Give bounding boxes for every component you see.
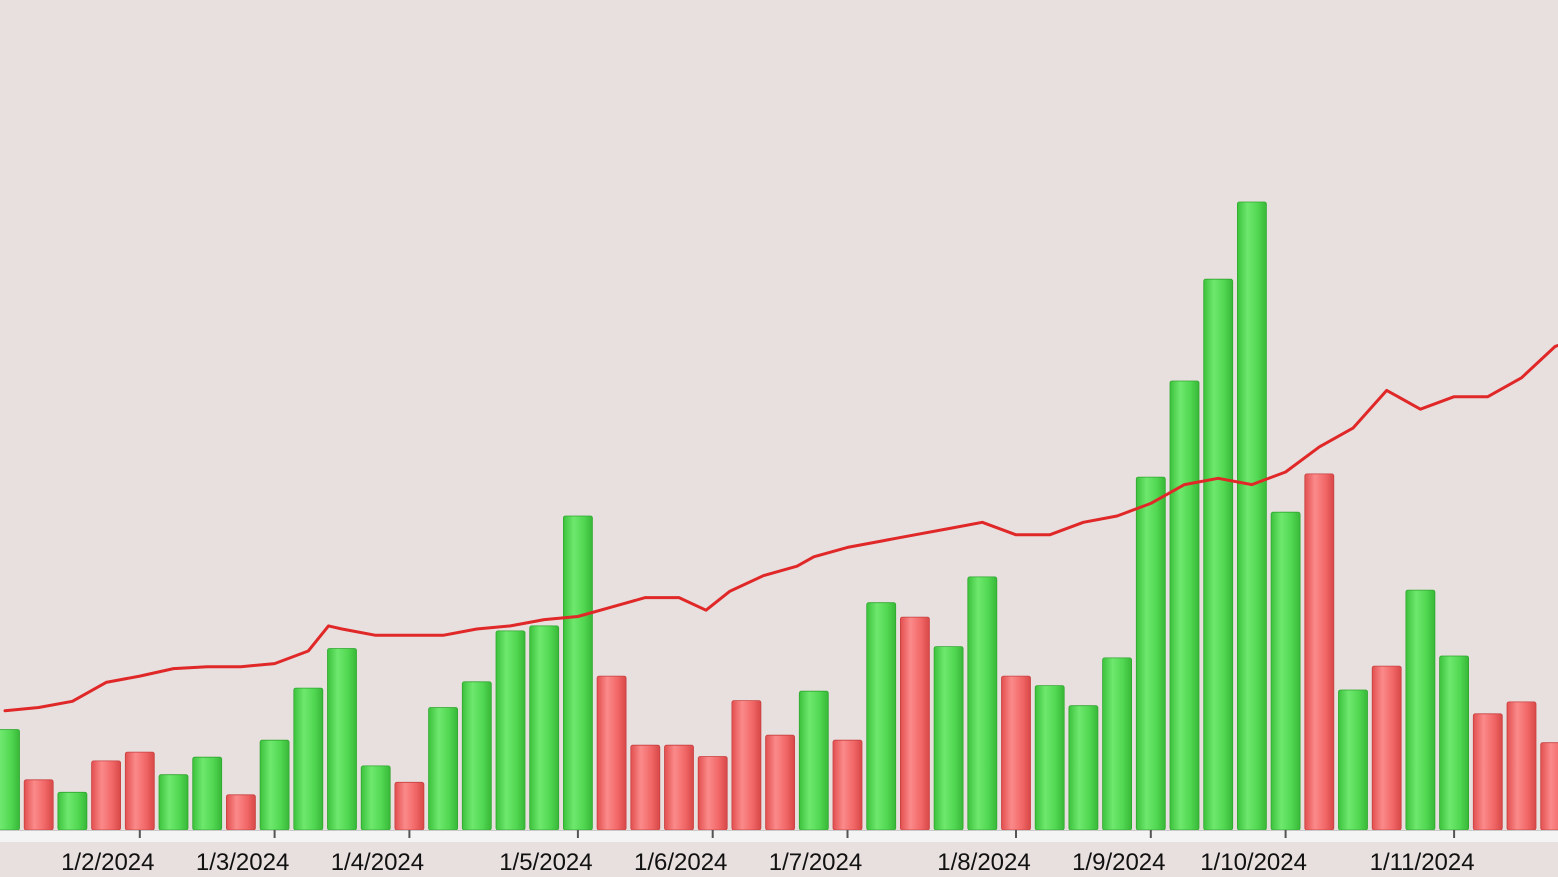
volume-bar-up — [1102, 657, 1132, 831]
volume-bar-down — [832, 739, 863, 831]
volume-bar-down — [23, 779, 54, 831]
volume-bar-up — [360, 765, 391, 831]
volume-bar-down — [1371, 665, 1402, 831]
price-line — [3, 343, 1558, 713]
volume-bar-up — [1237, 201, 1267, 831]
x-tick-label: 1/9/2024 — [1072, 849, 1165, 876]
volume-bar-up — [1034, 685, 1065, 831]
volume-bar-down — [225, 794, 256, 831]
volume-bar-down — [596, 675, 627, 831]
volume-bar-up — [293, 687, 324, 831]
volume-bar-up — [1439, 655, 1469, 831]
x-axis-baseline — [0, 830, 1558, 842]
volume-bar-down — [1540, 742, 1558, 831]
volume-bar-down — [731, 700, 762, 831]
x-tick-label: 1/2/2024 — [61, 849, 154, 876]
volume-bar-up — [192, 756, 223, 831]
volume-bar-down — [1472, 713, 1503, 831]
volume-bar-up — [798, 690, 829, 831]
x-axis — [0, 830, 1558, 842]
volume-bar-up — [1338, 689, 1368, 831]
x-tick-label: 1/11/2024 — [1370, 849, 1475, 876]
x-tick-label: 1/7/2024 — [769, 849, 862, 876]
x-tick-label: 1/3/2024 — [196, 849, 289, 876]
volume-bar-up — [327, 648, 357, 831]
volume-bar-up — [563, 515, 593, 831]
volume-bar-up — [967, 576, 998, 831]
volume-bar-up — [259, 739, 290, 831]
volume-bar-down — [1001, 675, 1031, 831]
volume-bar-up — [1169, 380, 1200, 831]
volume-bar-down — [1506, 701, 1537, 831]
volume-bar-up — [933, 646, 964, 831]
price-line-layer — [3, 343, 1558, 713]
x-tick-label: 1/5/2024 — [499, 849, 592, 876]
volume-bar-down — [394, 781, 425, 831]
x-tick-label: 1/10/2024 — [1200, 849, 1307, 876]
volume-bar-down — [900, 616, 930, 831]
volume-bar-down — [124, 751, 155, 831]
bars-layer — [0, 201, 1558, 831]
volume-bar-down — [765, 734, 795, 831]
volume-bar-up — [57, 791, 88, 831]
x-tick-label: 1/6/2024 — [634, 849, 727, 876]
volume-bar-down — [664, 744, 694, 831]
volume-bar-up — [1203, 278, 1234, 831]
volume-bar-up — [1135, 476, 1166, 831]
volume-bar-up — [428, 707, 459, 831]
x-tick-label: 1/4/2024 — [331, 849, 424, 876]
volume-bar-up — [461, 681, 492, 831]
x-axis-ticks: 1/2/2024 1/3/2024 1/4/2024 1/5/2024 1/6/2024… — [61, 830, 1475, 876]
volume-bar-down — [91, 760, 121, 831]
volume-bar-up — [158, 774, 189, 831]
volume-bar-up — [495, 630, 526, 831]
volume-bar-up — [1068, 705, 1099, 831]
volume-bar-up — [529, 625, 560, 831]
volume-bar-up — [1270, 511, 1301, 831]
volume-bar-down — [1304, 473, 1335, 831]
x-tick-label: 1/8/2024 — [937, 849, 1030, 876]
volume-bar-up — [0, 729, 20, 831]
volume-bar-up — [1405, 589, 1436, 831]
volume-bar-down — [630, 744, 661, 831]
volume-bar-up — [866, 602, 897, 831]
volume-bar-down — [697, 756, 728, 831]
